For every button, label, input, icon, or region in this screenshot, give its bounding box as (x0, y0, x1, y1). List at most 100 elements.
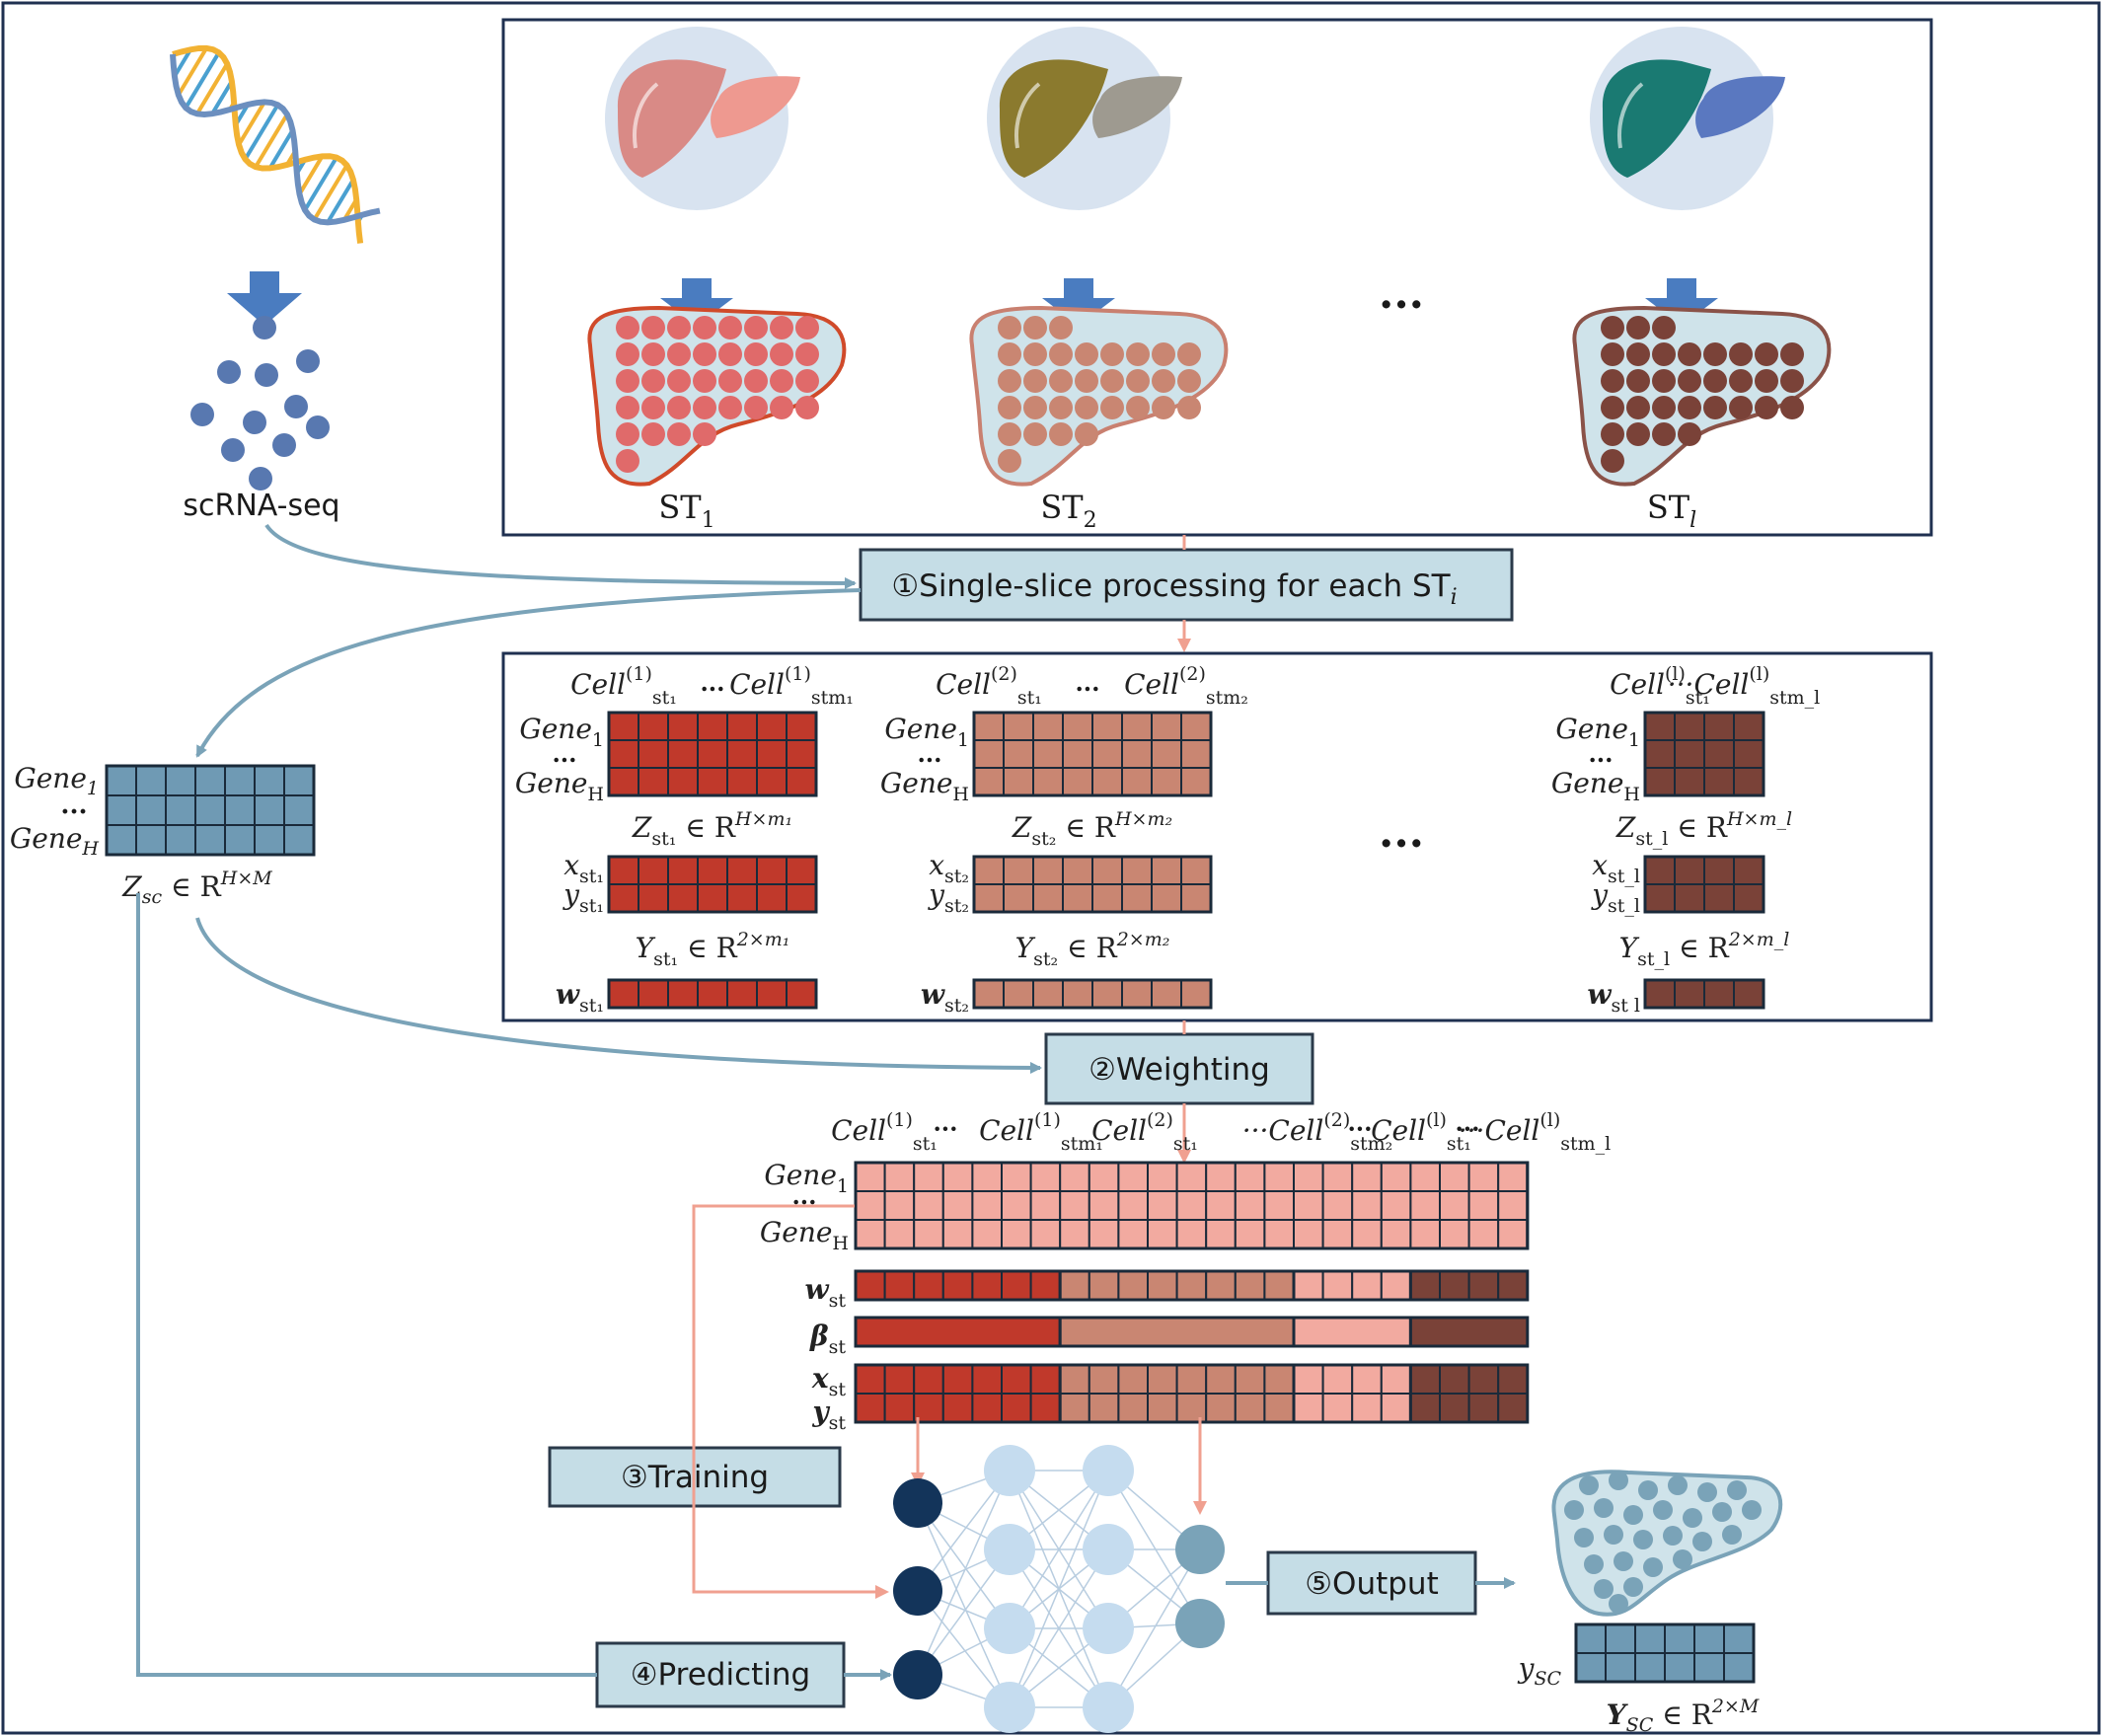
output-spot (1683, 1508, 1702, 1528)
matrix-cell (1723, 1623, 1755, 1654)
matrix-cell (1147, 1219, 1178, 1249)
st-spot (1601, 396, 1624, 419)
gene-label-top: Gene1 (884, 713, 969, 751)
cell-dot (272, 433, 296, 457)
output-spot (1604, 1525, 1623, 1545)
Y-caption: Yst_l ∈ R2×m_l (1619, 929, 1790, 970)
arrow-predict-path (136, 893, 597, 1677)
matrix-cell (1723, 1652, 1755, 1683)
st-spot (718, 369, 742, 393)
w-vector (607, 978, 818, 1010)
st-spot (718, 342, 742, 366)
matrix-cell (1351, 1364, 1383, 1395)
st-spot (667, 316, 691, 340)
matrix-cell (1029, 1219, 1062, 1249)
matrix-cell (608, 739, 639, 769)
matrix-cell (1380, 1162, 1412, 1192)
w-vector (972, 978, 1213, 1010)
st-spot (1652, 342, 1676, 366)
st-spot (1626, 369, 1650, 393)
matrix-cell (1321, 1364, 1354, 1395)
matrix-cell (756, 739, 788, 769)
matrix-cell (283, 765, 315, 796)
combined-w-segment (1058, 1269, 1296, 1302)
nn-edge (917, 1502, 1011, 1708)
matrix-cell (1121, 883, 1153, 913)
output-spot (1727, 1480, 1747, 1500)
matrix-cell (1733, 883, 1764, 913)
matrix-border (972, 711, 1213, 797)
matrix-cell (1733, 712, 1764, 741)
st-spot (616, 449, 639, 473)
st-spot (770, 316, 793, 340)
x-label: xst₂ (929, 849, 969, 887)
st-spot (1152, 369, 1175, 393)
matrix-cell (1059, 1393, 1090, 1423)
liver-lobe-icon (711, 76, 800, 138)
matrix-cell (1205, 1364, 1237, 1395)
cell-header-dots: ... (1075, 668, 1099, 697)
matrix-cell (1205, 1219, 1237, 1249)
st-spot (693, 342, 716, 366)
st-spot (1177, 396, 1201, 419)
cell-dot (284, 395, 308, 418)
matrix-cell (1497, 1393, 1529, 1423)
sc-gene-dots: ... (60, 791, 87, 820)
st-spot (641, 342, 665, 366)
combined-outline (854, 1161, 1530, 1250)
st-spot (1626, 422, 1650, 446)
cell-header-first: Cell(l)st₁ (1610, 663, 1710, 709)
slice-block-1: Cell(1)st₁... Cell(1)stm₁Gene1...GeneHZst… (515, 663, 854, 1017)
nn-edge (1107, 1470, 1201, 1624)
st-spot (1023, 342, 1047, 366)
matrix-cell (1117, 1364, 1150, 1395)
matrix-border (607, 711, 818, 797)
matrix-cell (224, 765, 256, 796)
w-label: wst₂ (921, 978, 969, 1017)
highlight (1617, 82, 1644, 149)
st-label: STl (1647, 489, 1696, 533)
matrix-cell (1147, 1364, 1178, 1395)
matrix-cell (1091, 979, 1123, 1009)
matrix-cell (1059, 1364, 1090, 1395)
matrix-cell (1205, 1270, 1237, 1301)
matrix-cell (1175, 1270, 1208, 1301)
st-spot (1126, 342, 1150, 366)
matrix-cell (913, 1190, 944, 1221)
matrix-cell (1234, 1190, 1266, 1221)
matrix-cell (1234, 1393, 1266, 1423)
matrix-cell (106, 824, 137, 856)
st-spot (1780, 342, 1804, 366)
st-spot (1703, 396, 1727, 419)
nn-hidden-node (1083, 1603, 1134, 1654)
nn-output-node (1175, 1525, 1225, 1574)
xy-matrix (1643, 855, 1765, 914)
matrix-cell (135, 765, 167, 796)
matrix-cell (971, 1364, 1004, 1395)
st-spot (998, 369, 1021, 393)
matrix-cell (1151, 739, 1182, 769)
matrix-cell (1151, 883, 1182, 913)
matrix-cell (941, 1219, 974, 1249)
matrix-cell (855, 1190, 886, 1221)
matrix-cell (1091, 883, 1123, 913)
matrix-cell (913, 1364, 944, 1395)
matrix-cell (1032, 712, 1064, 741)
st-spot (1626, 342, 1650, 366)
matrix-cell (1644, 883, 1676, 913)
output-spot (1697, 1482, 1717, 1502)
combined-w-segment (854, 1269, 1062, 1302)
st-spot (998, 316, 1021, 340)
down-arrow-icon (682, 278, 712, 298)
matrix-cell (1180, 712, 1212, 741)
gene-label-bottom: GeneH (515, 767, 604, 805)
combined-z-matrix (854, 1161, 1530, 1250)
matrix-cell (1029, 1270, 1062, 1301)
matrix-cell (1703, 883, 1735, 913)
matrix-cell (1029, 1393, 1062, 1423)
st-spot (1703, 342, 1727, 366)
gene-dots: ... (1588, 739, 1613, 768)
matrix-cell (1003, 767, 1034, 796)
st-spot (1678, 422, 1701, 446)
